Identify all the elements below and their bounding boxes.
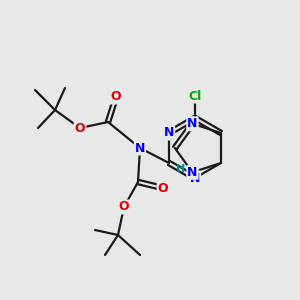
Text: O: O [111,91,121,103]
Text: O: O [119,200,129,214]
Text: N: N [164,127,174,140]
Text: O: O [158,182,168,194]
Text: N: N [187,117,198,130]
Text: Cl: Cl [188,89,202,103]
Text: N: N [187,166,198,179]
Text: H: H [176,164,185,174]
Text: N: N [135,142,145,154]
Text: O: O [75,122,85,134]
Text: N: N [190,172,200,184]
